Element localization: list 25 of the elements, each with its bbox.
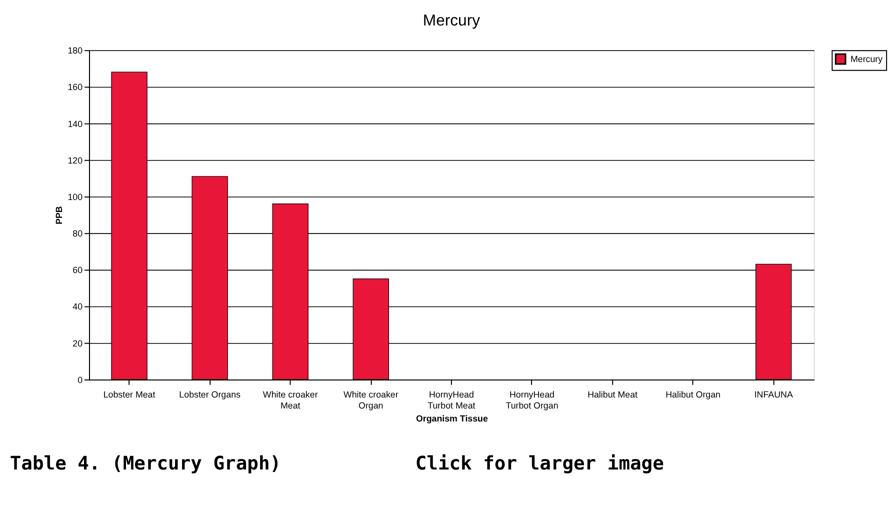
legend-label: Mercury xyxy=(850,54,884,64)
y-axis-title: PPB xyxy=(54,206,64,224)
y-tick-label: 100 xyxy=(68,192,83,202)
x-tick-label: Lobster Organs xyxy=(179,390,242,400)
y-tick-label: 80 xyxy=(72,228,83,239)
x-tick-label: White croaker Organ xyxy=(343,390,398,411)
x-tick-label: Halibut Meat xyxy=(588,390,638,400)
y-tick-label: 140 xyxy=(68,118,83,129)
x-tick-label: White croaker Meat xyxy=(262,390,318,411)
text: Click for larger image xyxy=(415,453,664,474)
x-tick-label: Lobster Meat xyxy=(103,390,156,400)
y-tick-label: 60 xyxy=(72,265,83,276)
y-tick-label: 20 xyxy=(72,338,83,348)
y-tick-label: 120 xyxy=(68,155,83,166)
y-tick-label: 180 xyxy=(68,46,83,56)
x-tick-label: HornyHead Turbot Organ xyxy=(506,390,558,411)
x-tick-label: INFAUNA xyxy=(754,390,793,400)
chart-title: Mercury xyxy=(422,12,480,30)
y-tick-label: 0 xyxy=(78,374,83,385)
y-tick-label: 40 xyxy=(72,302,83,312)
y-tick-label: 160 xyxy=(68,82,83,92)
x-axis-title: Organism Tissue xyxy=(416,413,488,424)
x-tick-label: Halibut Organ xyxy=(666,390,721,400)
caption: Table 4. (Mercury Graph) xyxy=(10,453,282,474)
x-tick-label: HornyHead Turbot Meat xyxy=(428,390,476,411)
